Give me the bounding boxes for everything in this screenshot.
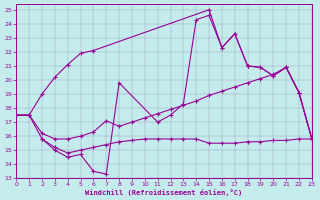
X-axis label: Windchill (Refroidissement éolien,°C): Windchill (Refroidissement éolien,°C)	[85, 189, 243, 196]
